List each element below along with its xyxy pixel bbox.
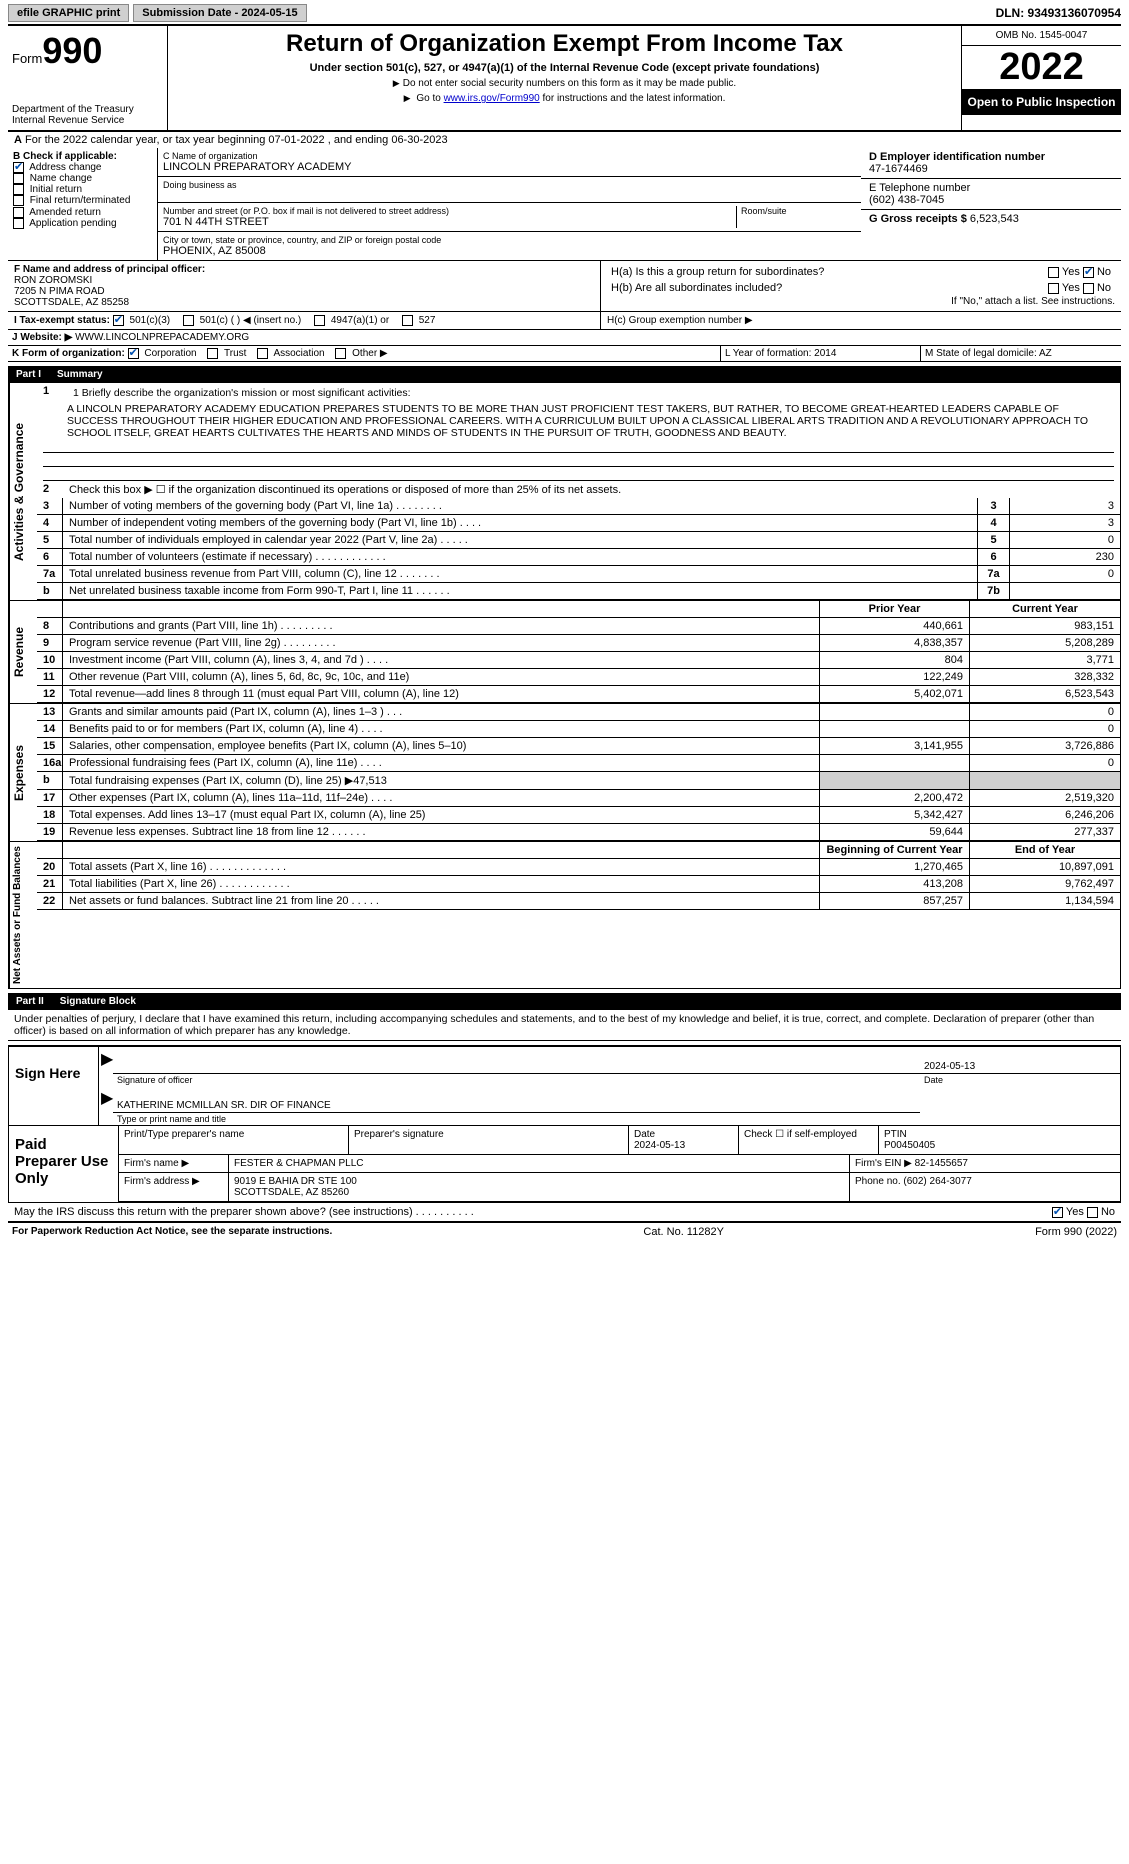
dept-label: Department of the Treasury Internal Reve… [12,104,163,126]
topbar: efile GRAPHIC print Submission Date - 20… [8,4,1121,26]
sign-here-label: Sign Here [9,1047,99,1125]
form-title: Return of Organization Exempt From Incom… [172,30,957,58]
checkbox-address-change[interactable]: Address change [13,162,152,173]
gov-row-6: 6Total number of volunteers (estimate if… [37,549,1120,566]
gov-row-5: 5Total number of individuals employed in… [37,532,1120,549]
mission-text: A LINCOLN PREPARATORY ACADEMY EDUCATION … [37,403,1120,439]
signature-block: Sign Here ▶2024-05-13 Signature of offic… [8,1045,1121,1203]
org-street: 701 N 44TH STREET [163,216,736,228]
col-b: B Check if applicable: Address change Na… [8,148,158,260]
fin-row-10: 10Investment income (Part VIII, column (… [37,652,1120,669]
irs-link[interactable]: www.irs.gov/Form990 [444,93,540,104]
fin-row-16a: 16aProfessional fundraising fees (Part I… [37,755,1120,772]
gov-row-b: bNet unrelated business taxable income f… [37,583,1120,600]
col-c: C Name of organizationLINCOLN PREPARATOR… [158,148,861,260]
fin-row-13: 13Grants and similar amounts paid (Part … [37,704,1120,721]
gross-receipts: 6,523,543 [970,213,1019,225]
section-i: I Tax-exempt status: 501(c)(3) 501(c) ( … [8,312,1121,330]
org-city: PHOENIX, AZ 85008 [163,245,856,257]
vlabel-revenue: Revenue [9,601,37,703]
fin-row-20: 20Total assets (Part X, line 16) . . . .… [37,859,1120,876]
activities-governance: Activities & Governance 11 Briefly descr… [8,383,1121,601]
footer: For Paperwork Reduction Act Notice, see … [8,1222,1121,1241]
goto-note: Go to www.irs.gov/Form990 for instructio… [172,93,957,104]
ein: 47-1674469 [869,163,1113,175]
efile-btn[interactable]: efile GRAPHIC print [8,4,129,22]
fin-row-18: 18Total expenses. Add lines 13–17 (must … [37,807,1120,824]
telephone: (602) 438-7045 [869,194,1113,206]
vlabel-netassets: Net Assets or Fund Balances [9,842,37,988]
checkbox-name-change[interactable]: Name change [13,173,152,184]
fin-row-9: 9Program service revenue (Part VIII, lin… [37,635,1120,652]
revenue-section: Revenue Prior YearCurrent Year 8Contribu… [8,601,1121,704]
fin-row-15: 15Salaries, other compensation, employee… [37,738,1120,755]
tax-year: 2022 [962,46,1121,89]
officer-name: RON ZOROMSKI [14,275,594,286]
section-bcd: B Check if applicable: Address change Na… [8,148,1121,261]
form-subtitle: Under section 501(c), 527, or 4947(a)(1)… [172,62,957,74]
checkbox-amended-return[interactable]: Amended return [13,207,152,218]
paid-preparer-label: Paid Preparer Use Only [9,1126,119,1202]
signer-name: KATHERINE MCMILLAN SR. DIR OF FINANCE [113,1086,920,1113]
fin-row-21: 21Total liabilities (Part X, line 26) . … [37,876,1120,893]
firm-ein: 82-1455657 [915,1158,968,1169]
firm-addr: 9019 E BAHIA DR STE 100 [234,1176,357,1187]
open-inspection: Open to Public Inspection [962,89,1121,115]
may-discuss: May the IRS discuss this return with the… [8,1203,1121,1222]
fin-row-12: 12Total revenue—add lines 8 through 11 (… [37,686,1120,703]
col-d: D Employer identification number47-16744… [861,148,1121,260]
section-fh: F Name and address of principal officer:… [8,261,1121,312]
gov-row-7a: 7aTotal unrelated business revenue from … [37,566,1120,583]
vlabel-activities: Activities & Governance [9,383,37,600]
section-klm: K Form of organization: Corporation Trus… [8,346,1121,362]
checkbox-application-pending[interactable]: Application pending [13,218,152,229]
fin-row-8: 8Contributions and grants (Part VIII, li… [37,618,1120,635]
firm-phone: (602) 264-3077 [903,1176,971,1187]
section-j: J Website: ▶ WWW.LINCOLNPREPACADEMY.ORG [8,330,1121,346]
ssn-note: Do not enter social security numbers on … [172,78,957,89]
expenses-section: Expenses 13Grants and similar amounts pa… [8,704,1121,842]
fin-row-14: 14Benefits paid to or for members (Part … [37,721,1120,738]
org-name: LINCOLN PREPARATORY ACADEMY [163,161,856,173]
fin-row-17: 17Other expenses (Part IX, column (A), l… [37,790,1120,807]
checkbox-initial-return[interactable]: Initial return [13,184,152,195]
fin-row-22: 22Net assets or fund balances. Subtract … [37,893,1120,910]
form-header: Form990 Department of the Treasury Inter… [8,26,1121,132]
declaration: Under penalties of perjury, I declare th… [8,1010,1121,1041]
gov-row-3: 3Number of voting members of the governi… [37,498,1120,515]
gov-row-4: 4Number of independent voting members of… [37,515,1120,532]
dln: DLN: 93493136070954 [996,6,1121,20]
officer-addr2: SCOTTSDALE, AZ 85258 [14,297,594,308]
ptin: P00450405 [884,1140,935,1151]
form-label: Form990 [12,30,163,72]
netassets-section: Net Assets or Fund Balances Beginning of… [8,842,1121,989]
submission-date-btn[interactable]: Submission Date - 2024-05-15 [133,4,306,22]
website: WWW.LINCOLNPREPACADEMY.ORG [75,332,249,343]
part1-bar: Part ISummary [8,366,1121,383]
fin-row-11: 11Other revenue (Part VIII, column (A), … [37,669,1120,686]
firm-name: FESTER & CHAPMAN PLLC [229,1155,850,1172]
officer-addr1: 7205 N PIMA ROAD [14,286,594,297]
line-a: A For the 2022 calendar year, or tax yea… [8,132,1121,148]
vlabel-expenses: Expenses [9,704,37,841]
fin-row-b: bTotal fundraising expenses (Part IX, co… [37,772,1120,790]
part2-bar: Part IISignature Block [8,993,1121,1010]
fin-row-19: 19Revenue less expenses. Subtract line 1… [37,824,1120,841]
checkbox-final-return-terminated[interactable]: Final return/terminated [13,195,152,206]
omb-number: OMB No. 1545-0047 [962,26,1121,46]
